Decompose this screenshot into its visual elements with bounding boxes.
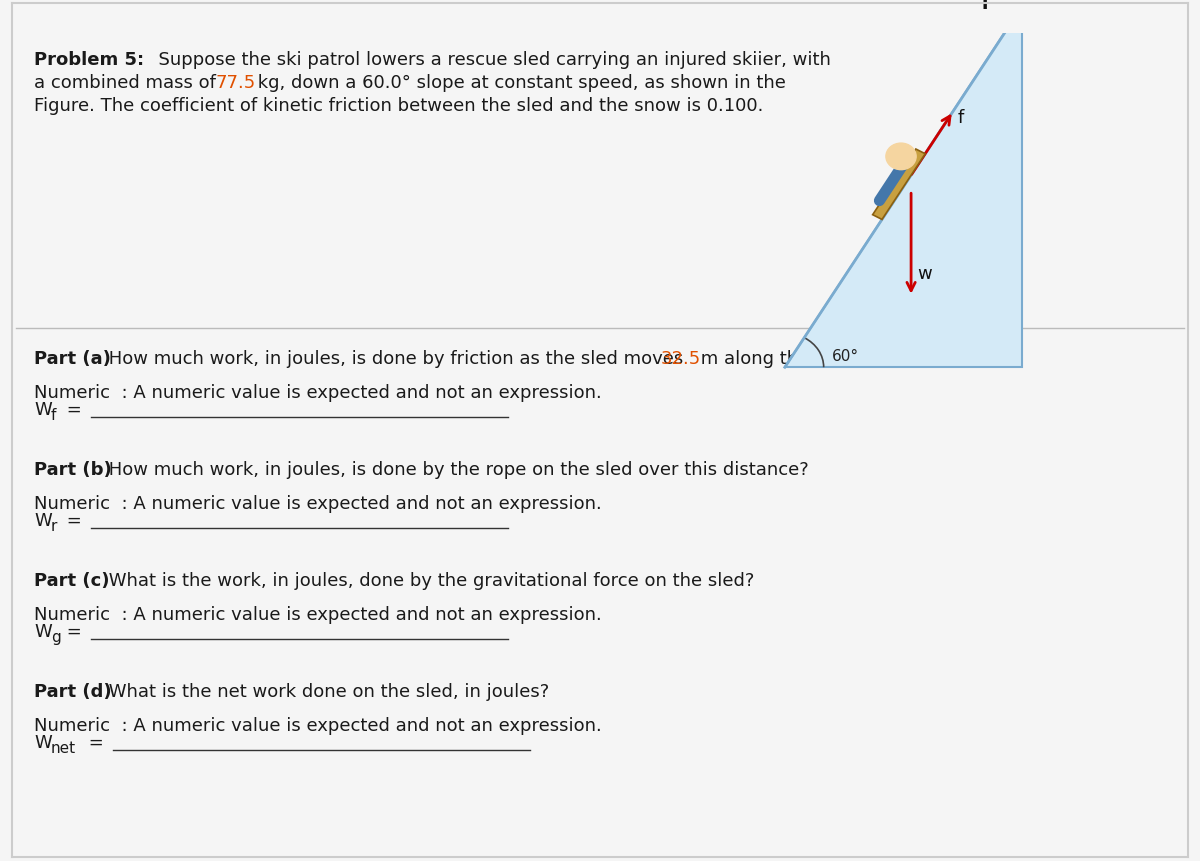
Text: What is the work, in joules, done by the gravitational force on the sled?: What is the work, in joules, done by the… xyxy=(102,571,754,589)
Text: 32.5: 32.5 xyxy=(660,350,701,368)
Text: a combined mass of: a combined mass of xyxy=(34,74,222,92)
Text: Numeric  : A numeric value is expected and not an expression.: Numeric : A numeric value is expected an… xyxy=(34,494,601,512)
Text: Numeric  : A numeric value is expected and not an expression.: Numeric : A numeric value is expected an… xyxy=(34,605,601,623)
Text: Suppose the ski patrol lowers a rescue sled carrying an injured skiier, with: Suppose the ski patrol lowers a rescue s… xyxy=(148,51,832,69)
Text: Part (d): Part (d) xyxy=(34,682,112,700)
Text: net: net xyxy=(50,740,76,755)
Circle shape xyxy=(886,144,916,170)
Polygon shape xyxy=(872,150,925,220)
Text: Figure. The coefficient of kinetic friction between the sled and the snow is 0.1: Figure. The coefficient of kinetic frict… xyxy=(34,97,763,115)
Text: W: W xyxy=(34,623,52,641)
Text: Part (c): Part (c) xyxy=(34,571,109,589)
Text: w: w xyxy=(918,264,932,282)
Text: =: = xyxy=(61,400,82,418)
Text: How much work, in joules, is done by friction as the sled moves: How much work, in joules, is done by fri… xyxy=(102,350,689,368)
Text: f: f xyxy=(50,407,56,423)
Text: r: r xyxy=(50,518,58,533)
Text: W: W xyxy=(34,400,52,418)
Text: f: f xyxy=(958,109,964,127)
Text: kg, down a 60.0° slope at constant speed, as shown in the: kg, down a 60.0° slope at constant speed… xyxy=(252,74,786,92)
Text: m along the hill?: m along the hill? xyxy=(695,350,851,368)
Text: W: W xyxy=(34,511,52,530)
Text: How much work, in joules, is done by the rope on the sled over this distance?: How much work, in joules, is done by the… xyxy=(102,461,809,479)
Text: W: W xyxy=(34,734,52,751)
Text: =: = xyxy=(61,511,82,530)
Polygon shape xyxy=(785,7,1022,368)
Text: g: g xyxy=(50,629,60,644)
Text: Problem 5:: Problem 5: xyxy=(34,51,144,69)
Text: 77.5: 77.5 xyxy=(215,74,256,92)
Text: =: = xyxy=(61,623,82,641)
Text: Part (b): Part (b) xyxy=(34,461,112,479)
Text: 60°: 60° xyxy=(833,348,859,363)
Text: What is the net work done on the sled, in joules?: What is the net work done on the sled, i… xyxy=(102,682,548,700)
Text: Numeric  : A numeric value is expected and not an expression.: Numeric : A numeric value is expected an… xyxy=(34,384,601,401)
Text: T: T xyxy=(979,0,991,14)
Text: =: = xyxy=(83,734,103,751)
Text: Numeric  : A numeric value is expected and not an expression.: Numeric : A numeric value is expected an… xyxy=(34,716,601,734)
Text: Part (a): Part (a) xyxy=(34,350,110,368)
